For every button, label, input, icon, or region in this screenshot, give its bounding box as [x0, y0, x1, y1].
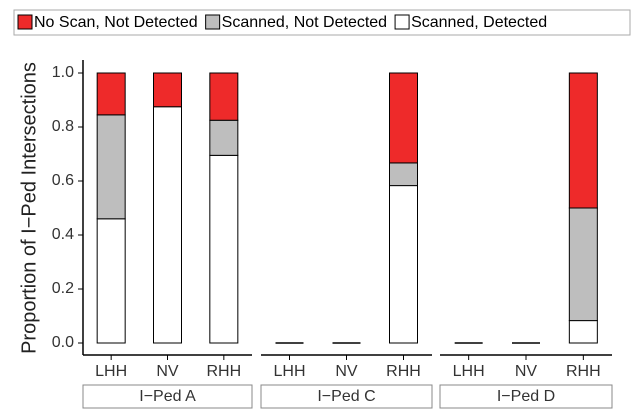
- x-tick-label: RHH: [566, 363, 601, 380]
- legend-swatch: [205, 14, 221, 30]
- facet-strip: [260, 384, 433, 409]
- legend-label: Scanned, Detected: [411, 14, 547, 31]
- legend-label: No Scan, Not Detected: [34, 14, 198, 31]
- bar-segment: [209, 154, 239, 344]
- y-tick-label: 0.8: [52, 118, 74, 135]
- bar-segment: [568, 320, 598, 344]
- facet-label: I−Ped C: [317, 388, 375, 405]
- bar-segment: [153, 106, 182, 344]
- y-tick-label: 1.0: [52, 64, 74, 81]
- x-tick-label: NV: [515, 363, 538, 380]
- legend-label: Scanned, Not Detected: [222, 14, 387, 31]
- x-tick-label: RHH: [386, 363, 421, 380]
- x-tick-label: LHH: [453, 363, 485, 380]
- x-tick-label: NV: [335, 363, 358, 380]
- facet-strip: [439, 384, 613, 409]
- bar-segment: [96, 72, 126, 116]
- bar-segment: [96, 114, 126, 220]
- bar-segment: [568, 72, 598, 209]
- y-tick-label: 0.4: [52, 226, 74, 243]
- y-tick-label: 0.6: [52, 172, 74, 189]
- bar-segment: [153, 72, 182, 108]
- x-tick-label: NV: [156, 363, 179, 380]
- y-tick-label: 0.0: [52, 334, 74, 351]
- bar-segment: [389, 185, 418, 344]
- facet-label: I−Ped D: [497, 388, 555, 405]
- bar-segment: [96, 218, 126, 344]
- facet-strip: [82, 384, 253, 409]
- x-tick-label: LHH: [95, 363, 127, 380]
- legend-swatch: [394, 14, 410, 30]
- facet-label: I−Ped A: [139, 388, 196, 405]
- legend-box: [13, 9, 631, 36]
- bar-segment: [568, 207, 598, 322]
- bar-segment: [209, 72, 239, 121]
- legend-swatch: [17, 14, 33, 30]
- bar-segment: [389, 162, 418, 187]
- bar-segment: [389, 72, 418, 164]
- x-tick-label: RHH: [206, 363, 241, 380]
- bar-segment: [209, 119, 239, 156]
- y-tick-label: 0.2: [52, 280, 74, 297]
- y-axis-label: Proportion of I−Ped Intersections: [18, 62, 40, 354]
- x-tick-label: LHH: [273, 363, 305, 380]
